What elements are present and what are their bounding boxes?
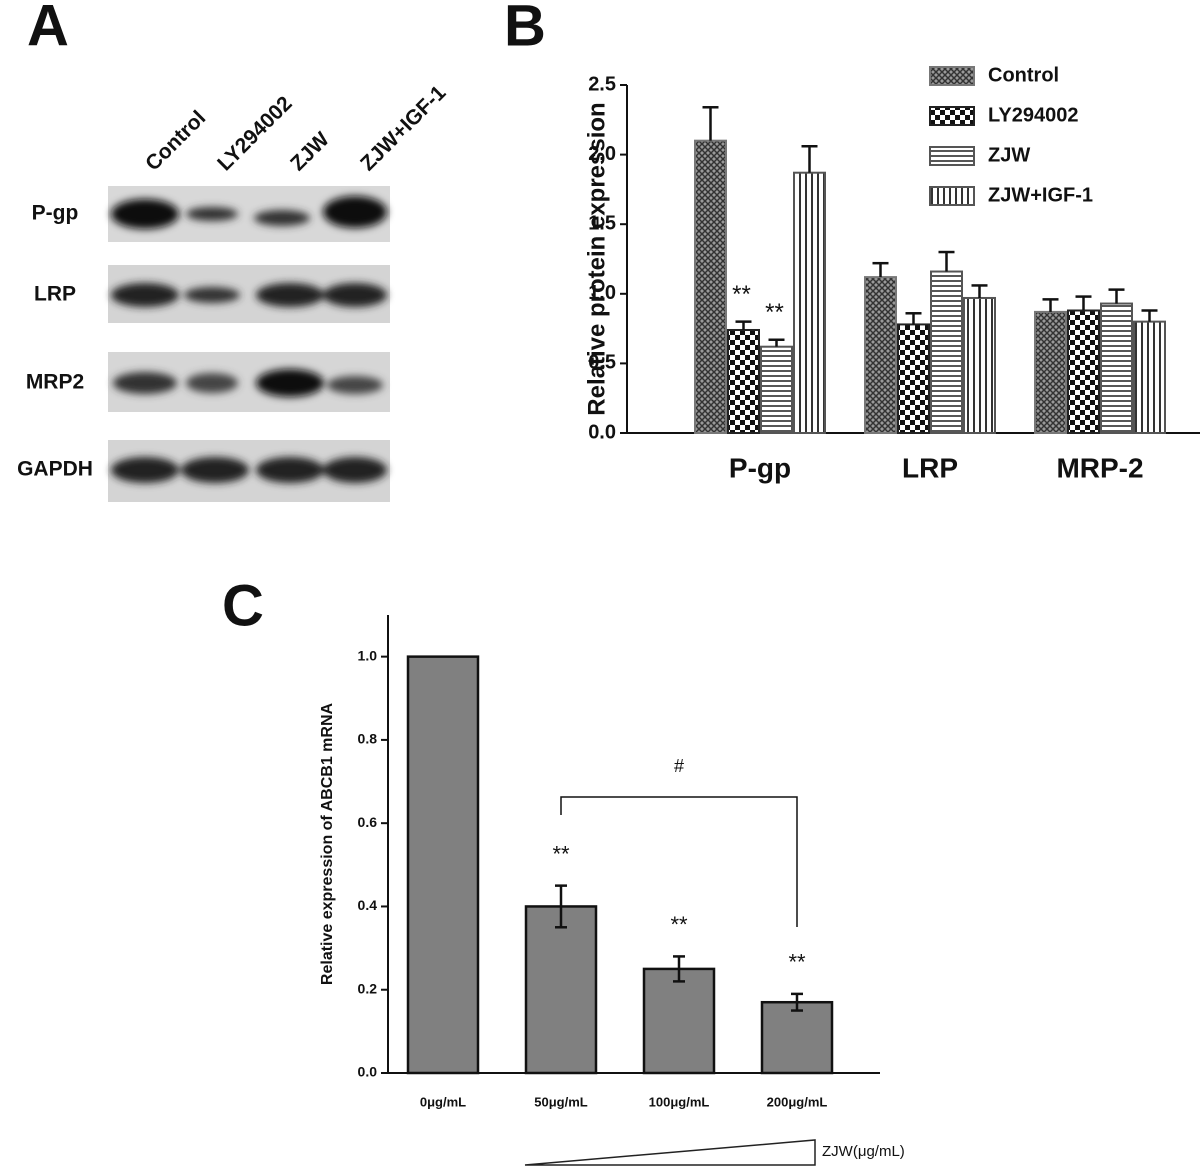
- row-label: MRP2: [26, 371, 84, 394]
- bar: [963, 296, 996, 435]
- y-tick-label: 0.4: [358, 897, 378, 913]
- concentration-wedge: [524, 1139, 816, 1166]
- bar: [1067, 309, 1100, 434]
- legend-swatch: [929, 66, 975, 86]
- significance-label: **: [552, 841, 570, 866]
- y-tick-label: 2.5: [588, 73, 616, 95]
- y-tick-label: 2.0: [588, 143, 616, 165]
- bar: [864, 276, 897, 435]
- bracket-label: #: [674, 756, 684, 776]
- bar: [524, 905, 598, 1075]
- significance-label: **: [670, 912, 688, 937]
- bar: [1034, 310, 1067, 434]
- panel-label: C: [222, 573, 264, 638]
- significance-label: **: [765, 299, 784, 326]
- bar: [930, 270, 963, 435]
- y-axis-title: Relative protein expression: [583, 102, 610, 415]
- bar: [760, 1000, 834, 1075]
- x-tick-label: P-gp: [729, 452, 791, 483]
- western-blot: [108, 186, 390, 502]
- x-axis-title: ZJW(μg/mL): [822, 1143, 905, 1160]
- y-tick-label: 0.8: [358, 731, 378, 747]
- y-tick-label: 1.0: [358, 647, 378, 663]
- significance-label: **: [732, 281, 751, 308]
- legend-swatch: [929, 146, 975, 166]
- x-tick-label: LRP: [902, 452, 958, 483]
- x-tick-label: 50μg/mL: [534, 1094, 588, 1109]
- y-tick-label: 0.5: [588, 352, 616, 374]
- panel-label: A: [27, 0, 69, 58]
- panel-label: B: [504, 0, 546, 58]
- bar: [694, 139, 727, 434]
- y-tick-label: 1.5: [588, 212, 616, 234]
- lane-label: ZJW+IGF-1: [356, 81, 450, 175]
- legend-label: Control: [988, 64, 1059, 86]
- bar: [642, 967, 716, 1075]
- x-tick-label: 0μg/mL: [420, 1094, 466, 1109]
- y-tick-label: 0.0: [358, 1064, 378, 1080]
- legend-label: ZJW+IGF-1: [988, 184, 1093, 206]
- y-tick-label: 0.0: [588, 421, 616, 443]
- x-tick-label: 100μg/mL: [649, 1094, 710, 1109]
- bar: [1100, 302, 1133, 434]
- bar: [793, 171, 826, 434]
- y-tick-label: 0.6: [358, 814, 378, 830]
- legend-label: LY294002: [988, 104, 1078, 126]
- row-label: GAPDH: [17, 458, 93, 481]
- row-label: LRP: [34, 283, 76, 306]
- x-tick-label: 200μg/mL: [767, 1094, 828, 1109]
- bar: [1133, 320, 1166, 435]
- y-tick-label: 0.2: [358, 980, 378, 996]
- lane-label: ZJW: [286, 128, 334, 176]
- y-axis-title: Relative expression of ABCB1 mRNA: [319, 702, 336, 985]
- lane-label: LY294002: [213, 92, 296, 175]
- bar: [727, 328, 760, 435]
- legend-swatch: [929, 186, 975, 206]
- lane-label: Control: [141, 106, 210, 175]
- x-tick-label: MRP-2: [1056, 452, 1143, 483]
- bar: [897, 323, 930, 435]
- y-tick-label: 1.0: [588, 282, 616, 304]
- legend-swatch: [929, 106, 975, 126]
- bar: [760, 345, 793, 435]
- significance-bracket: [560, 796, 798, 927]
- bar: [406, 655, 480, 1075]
- significance-label: **: [788, 950, 806, 975]
- legend-label: ZJW: [988, 144, 1030, 166]
- bands: [111, 196, 387, 483]
- row-label: P-gp: [32, 202, 79, 225]
